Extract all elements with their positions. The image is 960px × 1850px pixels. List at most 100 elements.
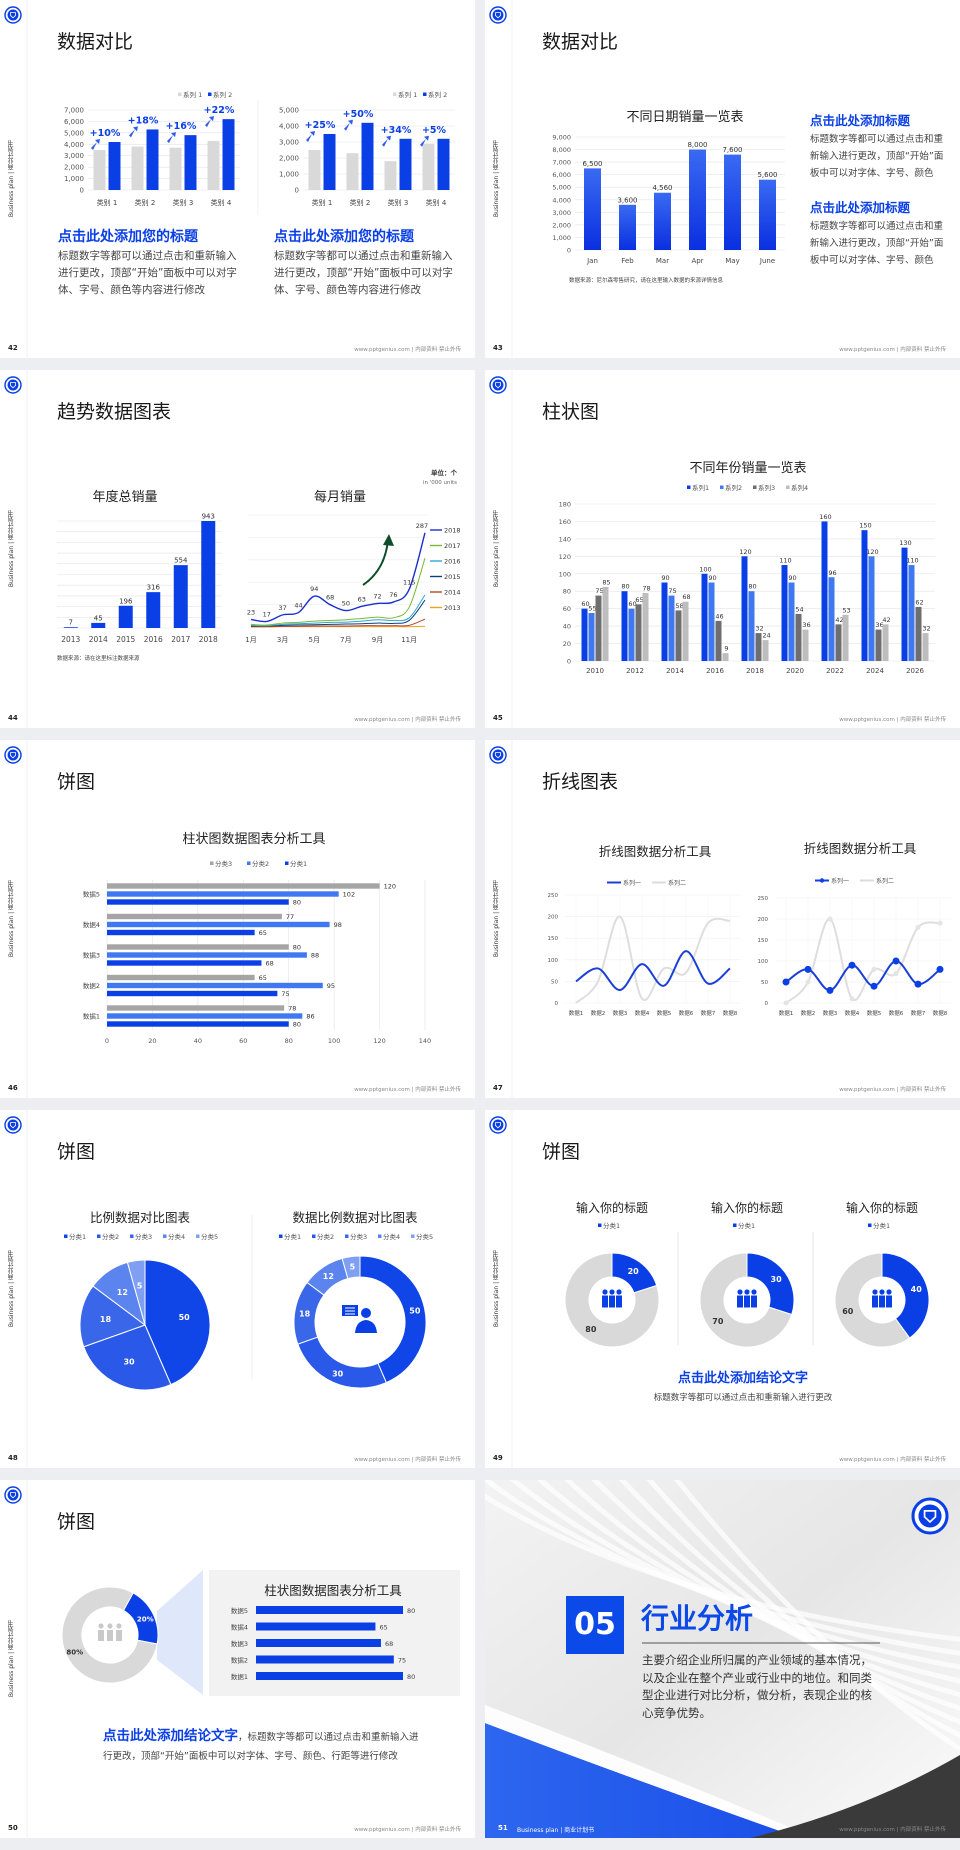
bar — [635, 604, 642, 661]
bar — [107, 952, 307, 958]
y-tick-label: 0 — [555, 1001, 559, 1007]
slide-48[interactable]: 分类1 分类1 分类2 分类2 分类3 分类3 分类4 分类4 分类5 分类5 50 30 18 12 5 5… — [0, 1110, 475, 1468]
footer-text: www.pptgenius.com | 内部资料 禁止外传 — [354, 347, 461, 353]
y-tick-label: 数据4 — [83, 920, 100, 929]
slide-46[interactable]: 分类3 分类2 分类1 0 20 40 60 80 100 120 140 数据1 78 86 80 数据2 6… — [0, 740, 475, 1098]
legend-label: 分类3 — [215, 859, 232, 868]
data-point-marker — [848, 961, 856, 969]
school-logo-icon — [4, 376, 22, 394]
x-tick-label: 数据5 — [657, 1009, 672, 1017]
data-label: 78 — [288, 1004, 296, 1012]
data-label: 36 — [875, 621, 883, 629]
slide-45[interactable]: 系列1 系列2 系列3 系列4 0 20 40 60 80 100 120 140 160 180 2010… — [485, 370, 960, 728]
legend-swatch-icon — [279, 1234, 283, 1238]
side-label: Business plan | 商业计划书 — [493, 880, 500, 958]
chart-title: 输入你的标题 — [845, 1201, 918, 1215]
data-label: 68 — [265, 959, 273, 967]
bar — [795, 613, 802, 661]
x-tick-label: 2015 — [116, 635, 135, 644]
data-label: 943 — [202, 513, 215, 521]
bar — [668, 595, 675, 661]
growth-arrow-icon — [167, 132, 176, 144]
data-point-marker — [827, 916, 833, 922]
footer-text: www.pptgenius.com | 内部资料 禁止外传 — [839, 1457, 946, 1463]
bar — [875, 629, 882, 661]
data-label: 17 — [263, 610, 271, 618]
block-heading: 点击此处添加您的标题 — [274, 229, 414, 245]
pie-slice — [83, 1324, 172, 1391]
chart-title: 数据比例数据对比图表 — [292, 1210, 418, 1225]
slide-canvas: 系列1 系列2 系列3 系列4 0 20 40 60 80 100 120 140 160 180 2010… — [489, 370, 935, 728]
data-label: 55 — [588, 605, 596, 613]
data-point-marker — [915, 924, 921, 930]
school-logo-icon — [489, 6, 507, 24]
slide-42[interactable]: 系列 1 系列 2 0 1,000 2,000 3,000 4,000 5,000 6,000 7… — [0, 0, 475, 358]
data-point-marker — [892, 957, 900, 965]
section-title: 行业分析 — [641, 1602, 754, 1635]
conclusion-heading: 点击此处添加结论文字 — [103, 1728, 238, 1744]
x-tick-label: 数据2 — [801, 1009, 816, 1017]
bar — [437, 138, 450, 190]
data-point-marker — [782, 978, 790, 986]
x-tick-label: 类别 2 — [135, 198, 156, 207]
legend-label: 分类4 — [168, 1232, 185, 1241]
data-label: 77 — [286, 913, 294, 921]
bar — [91, 622, 106, 628]
y-tick-label: 100 — [758, 959, 769, 965]
data-point-marker — [936, 965, 944, 973]
x-tick-label: 类别 4 — [211, 198, 232, 207]
x-tick-label: Mar — [656, 257, 669, 265]
legend-label: 分类2 — [317, 1232, 334, 1241]
team-meeting-icon — [98, 1623, 122, 1641]
slice-label: 80 — [585, 1325, 597, 1334]
y-tick-label: 数据5 — [231, 1606, 248, 1615]
y-tick-label: 180 — [559, 501, 571, 509]
bar — [184, 135, 197, 190]
y-tick-label: 250 — [758, 896, 769, 902]
bar — [722, 653, 729, 661]
legend-swatch-icon — [208, 92, 212, 96]
data-label: 80 — [407, 1607, 415, 1615]
legend-label: 分类2 — [252, 859, 269, 868]
y-tick-label: 2,000 — [64, 164, 84, 172]
data-label: 9 — [724, 645, 728, 653]
x-tick-label: 20 — [148, 1037, 156, 1045]
data-label: 80 — [407, 1673, 415, 1681]
bar — [108, 142, 121, 190]
x-tick-label: 40 — [194, 1037, 202, 1045]
y-tick-label: 3,000 — [552, 209, 571, 217]
slide-47[interactable]: 系列一 系列二 0 50 100 150 200 250 数据1 数据2 数据3 数据4 数据5 数据6 数… — [485, 740, 960, 1098]
side-label: Business plan | 商业计划书 — [493, 510, 500, 588]
x-tick-label: 数据7 — [911, 1009, 926, 1017]
x-tick-label: 2016 — [144, 635, 163, 644]
slide-50[interactable]: 20% 80% 数据5 80 数据4 65 数据3 68 数据2 75 数据1 80 Business … — [0, 1480, 475, 1838]
slice-label: 20% — [137, 1615, 154, 1623]
line-series-系列一 — [575, 950, 731, 992]
x-tick-label: 类别 1 — [312, 198, 333, 207]
slide-51[interactable]: 05 行业分析 主要介绍企业所归属的产业领域的基本情况，以及企业在整个产业或行业中的… — [485, 1480, 960, 1838]
y-tick-label: 3,000 — [64, 152, 84, 160]
slide-49[interactable]: 分类1 20 80 分类1 30 70 分类1 40 60 Business plan | 商业计… — [485, 1110, 960, 1468]
bar — [107, 990, 278, 997]
background-curve — [591, 1480, 960, 1711]
y-tick-label: 150 — [548, 936, 559, 942]
slide-44[interactable]: 2013 7 2014 45 2015 196 2016 316 2017 554 2018 943 2… — [0, 370, 475, 728]
y-tick-label: 数据1 — [83, 1012, 100, 1021]
school-logo-icon — [489, 746, 507, 764]
chart-title: 折线图数据分析工具 — [803, 841, 917, 856]
team-icon — [602, 1289, 622, 1308]
slice-label: 5 — [137, 1281, 143, 1290]
chart-title: 输入你的标题 — [710, 1201, 783, 1215]
x-tick-label: 数据8 — [723, 1009, 738, 1017]
y-tick-label: 4,000 — [64, 141, 84, 149]
x-tick-label: 数据3 — [823, 1009, 838, 1017]
y-tick-label: 4,000 — [552, 196, 571, 204]
data-label: 45 — [94, 614, 103, 622]
y-tick-label: 200 — [548, 915, 559, 921]
slide-43[interactable]: 0 1,000 2,000 3,000 4,000 5,000 6,000 7,000 8,00… — [485, 0, 960, 358]
legend-swatch-icon — [178, 92, 182, 96]
chart-title: 输入你的标题 — [575, 1201, 648, 1215]
y-tick-label: 1,000 — [64, 175, 84, 183]
bar — [107, 974, 255, 981]
